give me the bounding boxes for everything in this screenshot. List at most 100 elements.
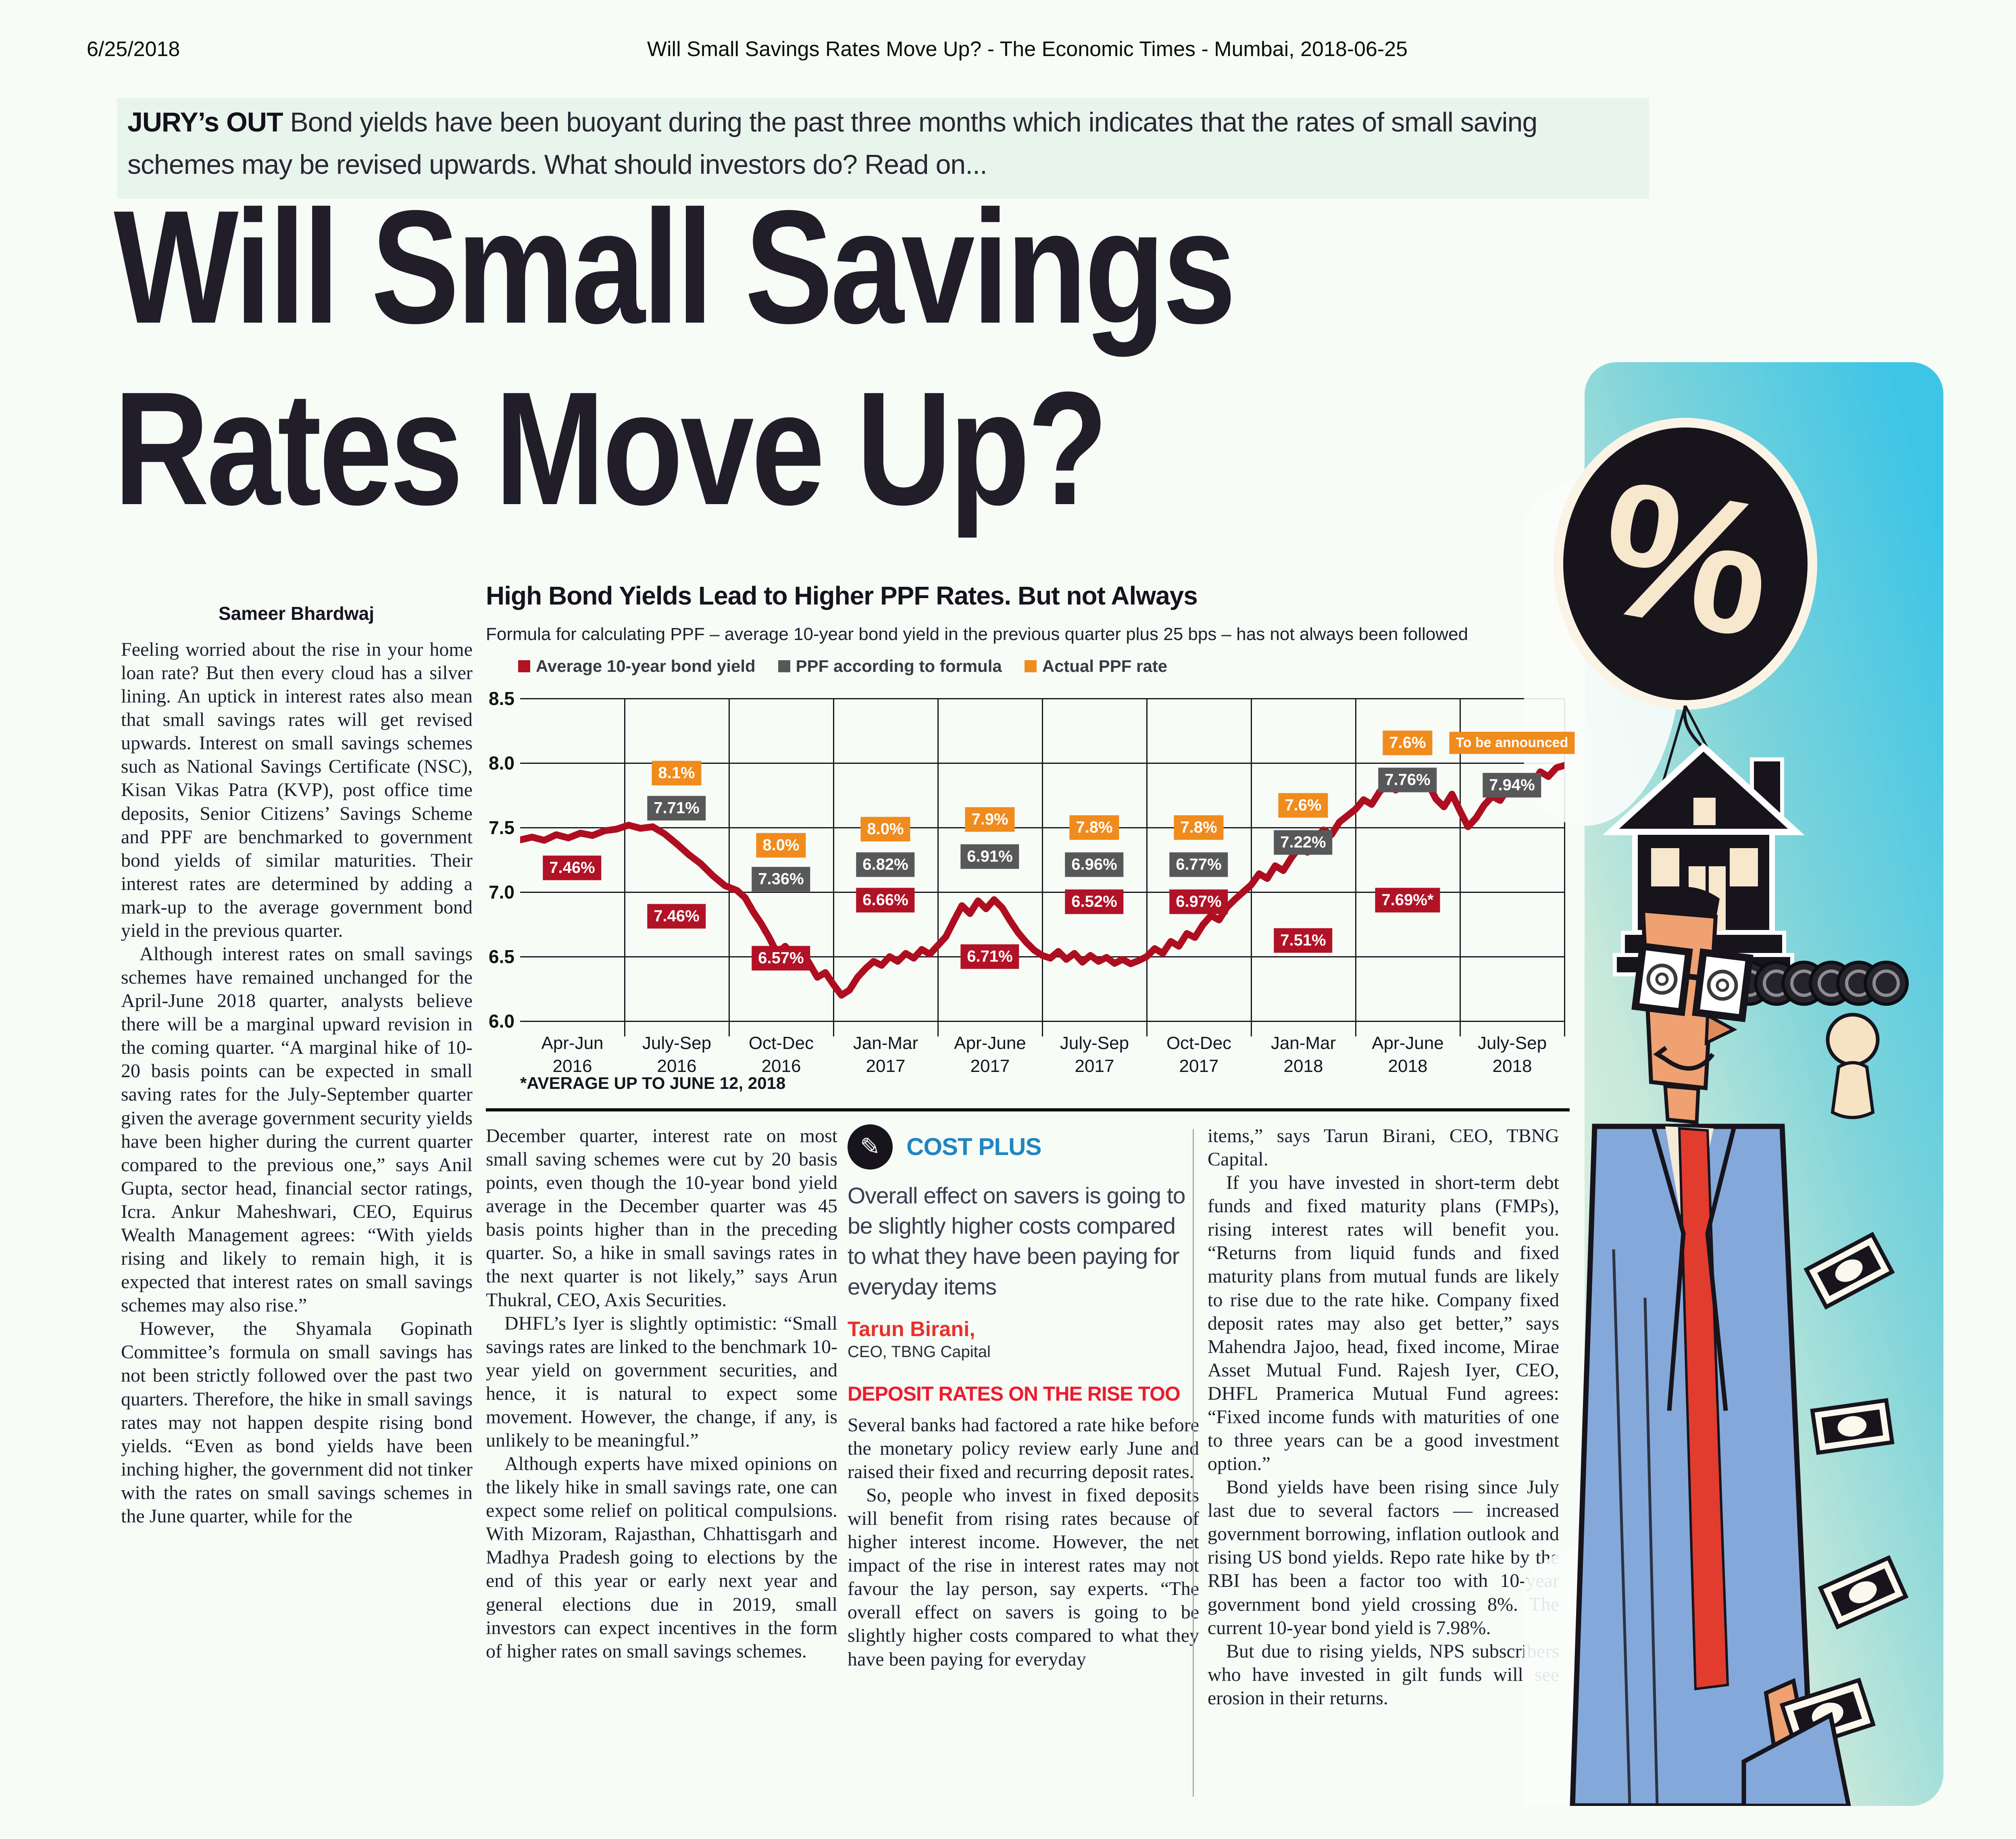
y-axis-tick-label: 8.5: [489, 688, 514, 709]
svg-text:%: %: [1585, 440, 1788, 678]
x-axis-category-label: Jan-Mar 2018: [1270, 1033, 1336, 1076]
chart-title: High Bond Yields Lead to Higher PPF Rate…: [486, 581, 1198, 610]
legend-item: PPF according to formula: [778, 657, 1002, 676]
page-date: 6/25/2018: [87, 38, 180, 61]
legend-label: Average 10-year bond yield: [536, 657, 756, 676]
cost-plus-kicker: COST PLUS: [906, 1133, 1041, 1160]
gridline-vertical: [1355, 698, 1356, 1036]
y-axis-tick-label: 7.0: [489, 882, 514, 903]
teaser-kicker: JURY’s OUT: [127, 107, 283, 138]
teaser-bar: JURY’s OUT Bond yields have been buoyant…: [117, 98, 1649, 199]
banknote-icon: [1818, 1555, 1909, 1630]
chart-footnote: *AVERAGE UP TO JUNE 12, 2018: [520, 1074, 786, 1093]
author-byline: Sameer Bhardwaj: [218, 603, 375, 624]
headline-line-1: Will Small Savings: [114, 177, 1236, 357]
gridline-vertical: [1146, 698, 1148, 1036]
data-label: 7.22%: [1274, 830, 1333, 855]
x-axis-category-label: July-Sep 2016: [642, 1033, 712, 1076]
paragraph: Feeling worried about the rise in your h…: [121, 639, 473, 941]
legend-item: Average 10-year bond yield: [518, 657, 756, 676]
paragraph: December quarter, interest rate on most …: [486, 1125, 837, 1311]
data-label: 7.76%: [1378, 767, 1437, 792]
paragraph: But due to rising yields, NPS subscriber…: [1208, 1640, 1559, 1709]
data-label: 6.52%: [1065, 889, 1124, 914]
gridline-vertical: [729, 698, 730, 1036]
paragraph: Although experts have mixed opinions on …: [486, 1453, 837, 1662]
paragraph: However, the Shyamala Gopinath Committee…: [121, 1318, 473, 1527]
y-axis-tick-label: 6.0: [489, 1011, 514, 1032]
paragraph: If you have invested in short-term debt …: [1208, 1172, 1559, 1475]
data-label: 7.36%: [752, 867, 810, 892]
paragraph: Several banks had factored a rate hike b…: [848, 1414, 1199, 1482]
banknote-icon: [1810, 1398, 1895, 1455]
pull-quote: Overall effect on savers is going to be …: [848, 1183, 1185, 1300]
gridline-vertical: [1564, 698, 1565, 1036]
investor-illustration: %: [1524, 362, 1943, 1806]
section-heading: DEPOSIT RATES ON THE RISE TOO: [848, 1382, 1181, 1405]
data-label: 7.51%: [1274, 928, 1333, 953]
data-label: 6.97%: [1169, 889, 1228, 914]
chart-legend: Average 10-year bond yield PPF according …: [518, 657, 1190, 676]
article-column-4: items,” says Tarun Birani, CEO, TBNG Cap…: [1208, 1124, 1559, 1806]
data-label: 7.6%: [1278, 793, 1328, 818]
legend-item: Actual PPF rate: [1024, 657, 1168, 676]
quote-attribution-role: CEO, TBNG Capital: [848, 1343, 991, 1361]
data-label: 6.77%: [1169, 852, 1228, 877]
gridline-vertical: [1460, 698, 1461, 1036]
data-label: 6.71%: [960, 944, 1019, 969]
data-label: 7.8%: [1174, 815, 1224, 840]
data-label: 7.71%: [647, 796, 706, 821]
data-label: 6.82%: [856, 852, 915, 877]
data-label: 8.0%: [756, 833, 806, 858]
article-column-3: ✎ COST PLUS Overall effect on savers is …: [848, 1124, 1199, 1806]
legend-label: Actual PPF rate: [1042, 657, 1168, 676]
gridline-vertical: [624, 698, 625, 1036]
column-divider: [1193, 1129, 1194, 1797]
data-label: 6.66%: [856, 888, 915, 913]
x-axis-category-label: Oct-Dec 2016: [748, 1033, 814, 1076]
data-label: 6.96%: [1065, 852, 1124, 877]
data-label: 7.8%: [1069, 815, 1119, 840]
cost-plus-kicker-row: ✎ COST PLUS: [848, 1124, 1199, 1170]
y-axis-tick-label: 8.0: [489, 753, 514, 774]
data-label: 7.46%: [543, 855, 602, 880]
glasses-icon: [1623, 942, 1754, 1022]
legend-swatch: [778, 660, 790, 672]
data-label: 8.1%: [652, 761, 702, 786]
article-column-1: Feeling worried about the rise in your h…: [121, 638, 473, 1793]
data-label: 7.46%: [647, 904, 706, 929]
paragraph: Although interest rates on small savings…: [121, 943, 473, 1316]
balloon-figure-illustration: [1826, 1013, 1880, 1119]
headline-line-2: Rates Move Up?: [114, 358, 1108, 538]
teaser-text: Bond yields have been buoyant during the…: [127, 107, 1537, 180]
data-label: 6.91%: [960, 844, 1019, 869]
data-label: To be announced: [1449, 732, 1575, 754]
chart-bottom-rule: [486, 1108, 1570, 1111]
x-axis-category-label: Apr-June 2018: [1372, 1033, 1444, 1076]
y-axis-tick-label: 7.5: [489, 817, 514, 838]
piggy-percent-balloon-illustration: %: [1554, 418, 1817, 750]
x-axis-category-label: July-Sep 2017: [1060, 1033, 1129, 1076]
article-column-2: December quarter, interest rate on most …: [486, 1124, 837, 1806]
x-axis-category-label: Apr-Jun 2016: [541, 1033, 604, 1076]
paragraph: DHFL’s Iyer is slightly optimistic: “Sma…: [486, 1312, 837, 1451]
gridline-vertical: [1251, 698, 1252, 1036]
chart-subtitle: Formula for calculating PPF – average 10…: [486, 624, 1468, 644]
gridline-vertical: [937, 698, 939, 1036]
data-label: 7.9%: [965, 807, 1015, 832]
browser-page-title: Will Small Savings Rates Move Up? - The …: [647, 38, 1408, 61]
paragraph: Bond yields have been rising since July …: [1208, 1476, 1559, 1639]
paragraph: items,” says Tarun Birani, CEO, TBNG Cap…: [1208, 1125, 1559, 1170]
data-label: 7.94%: [1483, 773, 1541, 798]
paragraph: So, people who invest in fixed deposits …: [848, 1484, 1199, 1670]
data-label: 8.0%: [860, 817, 910, 842]
pencil-icon: ✎: [848, 1124, 893, 1170]
data-label: 6.57%: [752, 946, 810, 971]
gridline-vertical: [1042, 698, 1043, 1036]
x-axis-category-label: Apr-June 2017: [954, 1033, 1026, 1076]
chart-plot-area: 8.5 8.0 7.5 7.0 6.5 6.0 Apr-Jun 2016 July-Sep 201…: [489, 688, 1575, 1076]
y-axis-tick-label: 6.5: [489, 946, 514, 967]
legend-swatch: [1024, 660, 1037, 672]
data-label: 7.69%*: [1375, 888, 1440, 913]
data-label: 7.6%: [1383, 730, 1433, 755]
